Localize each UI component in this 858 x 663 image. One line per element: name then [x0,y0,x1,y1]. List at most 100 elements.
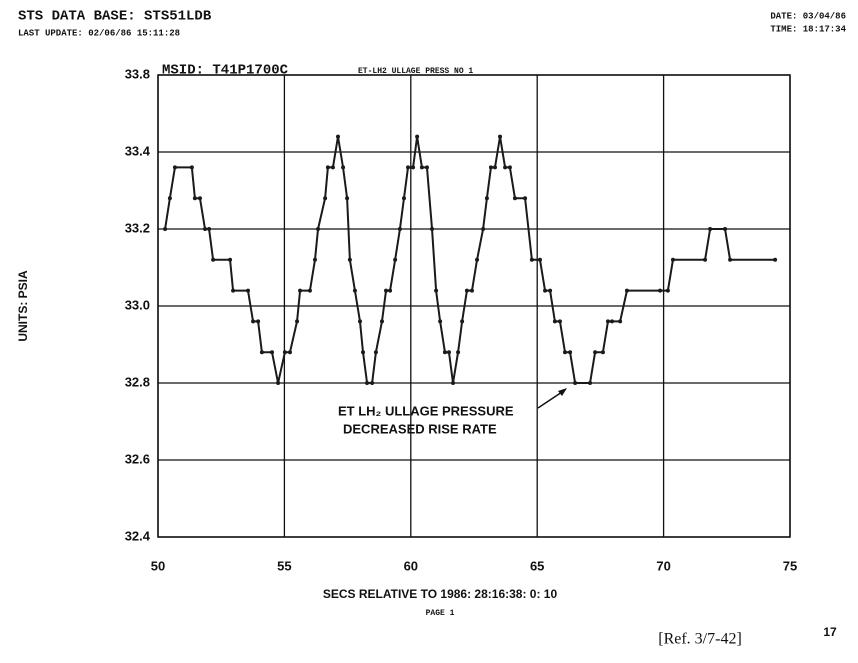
data-point [295,319,300,324]
data-point [312,257,317,262]
data-point [456,350,461,355]
chart-title: MSID: T41P1700C [162,63,289,79]
data-point [192,196,197,201]
data-point [665,288,670,293]
data-point [557,319,562,324]
data-point [573,381,578,385]
data-point [276,381,281,385]
data-point [464,288,469,293]
data-point [460,319,465,324]
data-point [543,288,548,293]
y-tick-label: 33.2 [125,220,150,235]
data-point [600,350,605,355]
data-point [503,165,508,170]
data-point [357,319,362,324]
x-tick-label: 70 [656,558,670,573]
data-point [548,288,553,293]
page-label: PAGE 1 [426,609,455,618]
date: DATE: 03/04/86 [770,11,846,21]
data-point [163,227,168,231]
data-point [379,319,384,324]
data-point [442,350,447,355]
data-point [451,381,456,385]
x-tick-label: 60 [404,558,418,573]
x-tick-label: 75 [783,558,797,573]
y-tick-label: 33.4 [125,143,151,158]
data-point [469,288,474,293]
data-point [393,257,398,262]
data-point [325,165,330,170]
data-point [415,134,420,139]
data-point [341,165,346,170]
y-tick-label: 33.0 [125,297,150,312]
data-point [361,350,366,355]
x-tick-label: 55 [277,558,291,573]
data-point [307,288,312,293]
data-point [203,227,208,231]
data-point [401,196,406,201]
time: TIME: 18:17:34 [770,24,846,34]
data-point [330,165,335,170]
chart-subtitle: ET-LH2 ULLAGE PRESS NO 1 [358,67,473,76]
data-point [256,319,261,324]
data-point [438,319,443,324]
annotation: ET LH₂ ULLAGE PRESSURE [338,403,514,418]
data-point [728,257,733,262]
data-point [207,227,212,231]
data-point [703,257,708,262]
data-point [563,350,568,355]
y-axis-label: UNITS: PSIA [16,270,30,342]
data-point [446,350,451,355]
data-point [335,134,340,139]
data-point [507,165,512,170]
data-point [167,196,172,201]
data-point [384,288,389,293]
data-point [251,319,256,324]
data-point [618,319,623,324]
data-point [610,319,615,324]
data-point [316,227,321,231]
data-point [245,288,250,293]
data-point [552,319,557,324]
data-point [419,165,424,170]
database-label: STS DATA BASE: STS51LDB [18,9,212,25]
data-point [658,288,663,293]
data-point [424,165,429,170]
data-point [411,165,416,170]
data-point [670,257,675,262]
last-update: LAST UPDATE: 02/06/86 15:11:28 [18,28,180,38]
annotation: DECREASED RISE RATE [343,421,497,436]
data-point [593,350,598,355]
data-point [624,288,629,293]
data-point [430,227,435,231]
data-point [211,257,216,262]
y-tick-label: 32.8 [125,374,150,389]
data-point [529,257,534,262]
y-tick-label: 32.6 [125,451,150,466]
data-point [498,134,503,139]
y-tick-label: 33.8 [125,66,150,81]
data-point [523,196,528,201]
data-point [484,196,489,201]
data-point [773,257,778,262]
data-point [352,288,357,293]
arrow-head [558,388,567,396]
data-point [406,165,411,170]
data-point [228,257,233,262]
data-point [488,165,493,170]
data-point [259,350,264,355]
y-tick-label: 32.4 [125,528,151,543]
data-point [708,227,713,231]
data-point [605,319,610,324]
data-point [323,196,328,201]
data-point [537,257,542,262]
data-point [512,196,517,201]
data-point [492,165,497,170]
data-point [287,350,292,355]
data-point [397,227,402,231]
data-line [164,136,776,384]
data-point [588,381,593,385]
x-tick-label: 65 [530,558,544,573]
